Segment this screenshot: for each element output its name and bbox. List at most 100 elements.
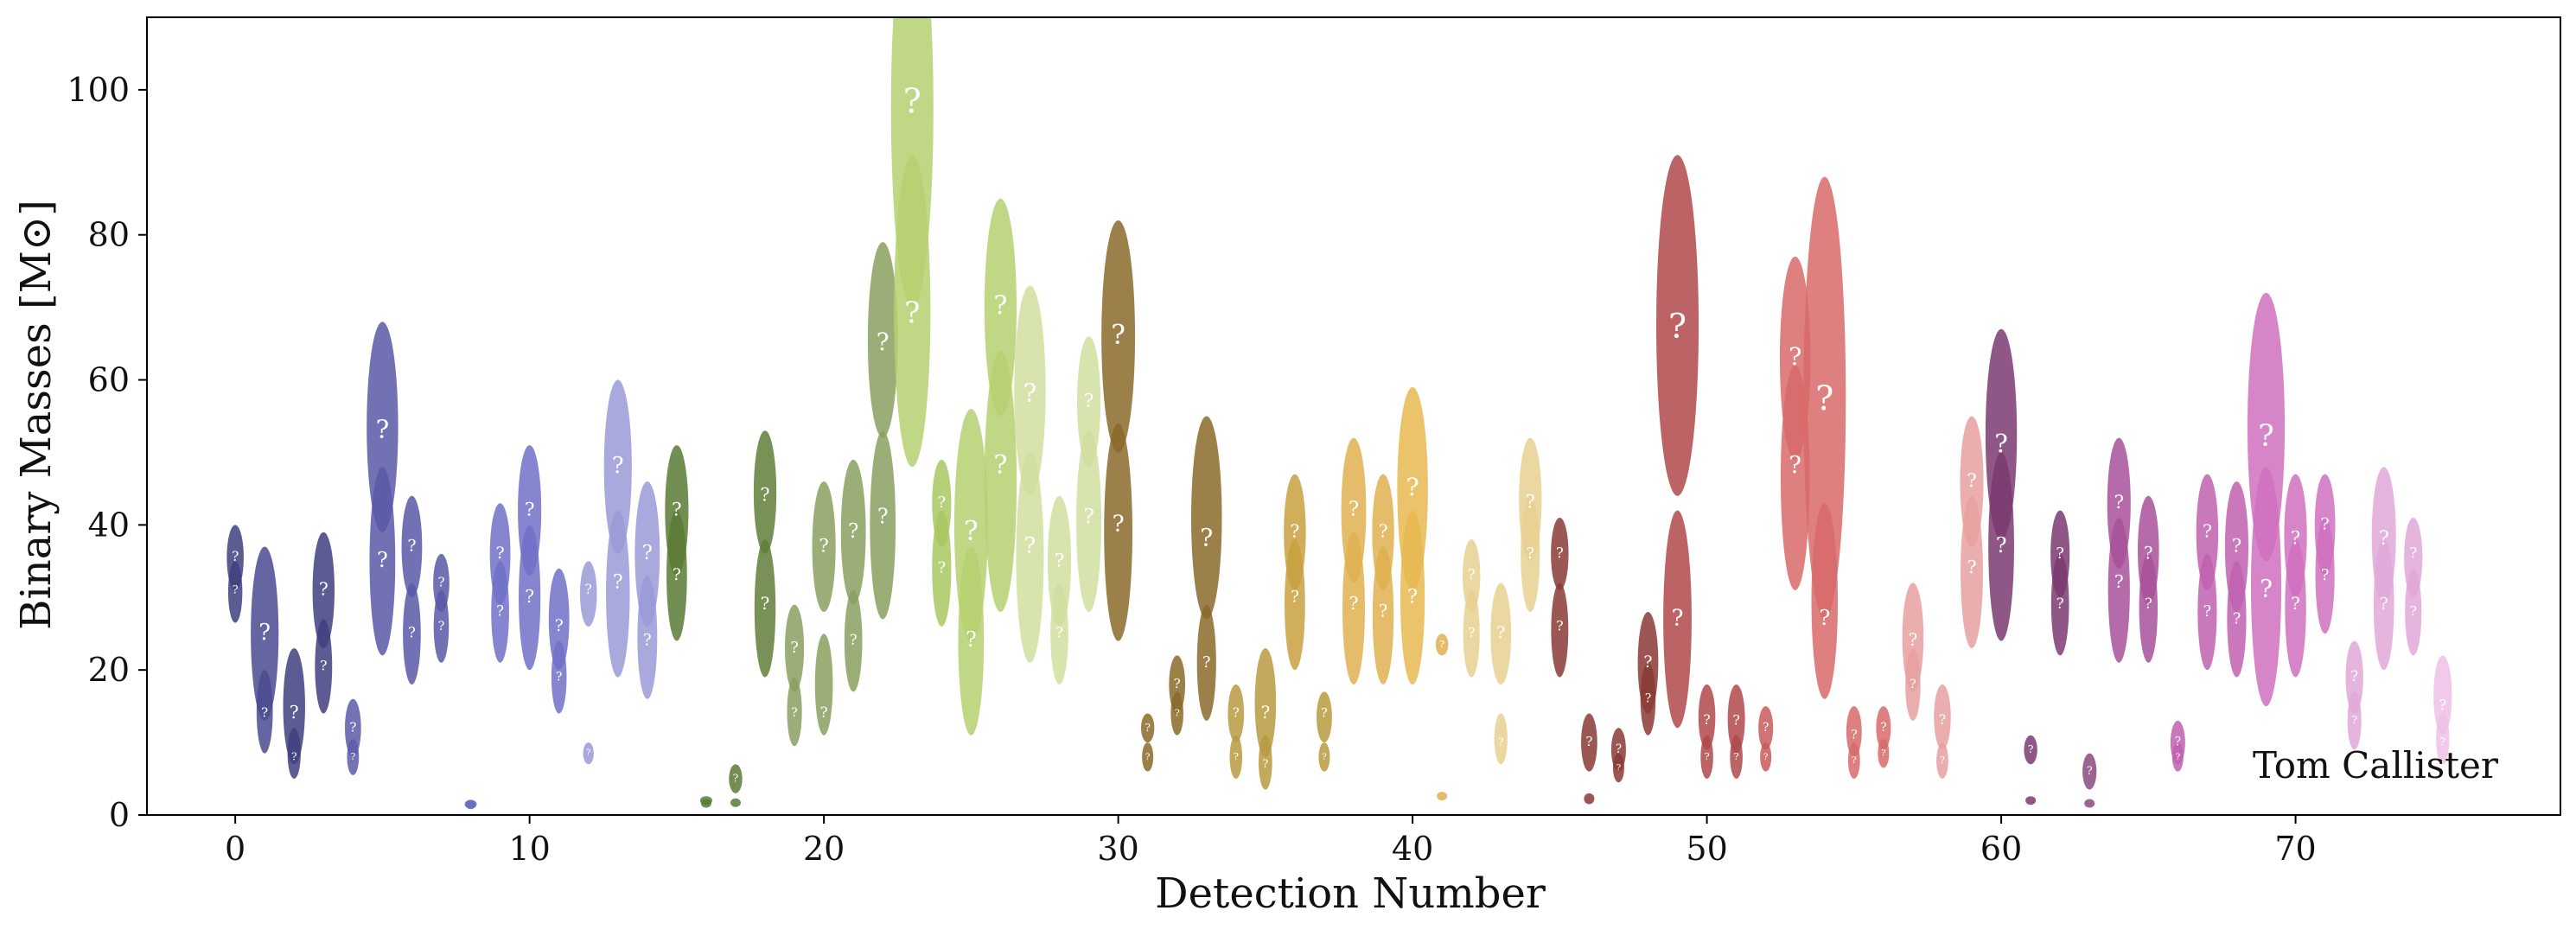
detection-20-m2-marker: ?	[820, 704, 828, 721]
detection-54-m1-marker: ?	[1815, 380, 1833, 419]
detection-53-m1-marker: ?	[1789, 342, 1801, 371]
detection-29-m1-ellipse	[1077, 336, 1101, 468]
detection-48-m1-marker: ?	[1643, 653, 1652, 672]
detection-21-m1-ellipse	[840, 459, 866, 605]
detection-60-m2-ellipse	[1988, 452, 2014, 641]
detection-47-m2-ellipse	[1612, 753, 1624, 783]
detection-57-m1-marker: ?	[1909, 630, 1918, 650]
detection-19-m1-ellipse	[785, 604, 805, 692]
detection-59-m2-ellipse	[1961, 495, 1984, 649]
detection-38-m2-ellipse	[1342, 532, 1365, 684]
detection-19-m2-ellipse	[787, 677, 802, 747]
detection-4-m1-ellipse	[344, 698, 361, 757]
detection-72-m2-marker: ?	[2351, 714, 2357, 727]
detection-34-m1-ellipse	[1227, 684, 1245, 743]
detection-38-m1-marker: ?	[1349, 499, 1359, 521]
detection-63-m1-ellipse	[2082, 753, 2097, 790]
detection-60-m2-marker: ?	[1996, 533, 2007, 557]
y-tick-label: 20	[88, 651, 130, 689]
detection-64-m2-ellipse	[2107, 517, 2130, 663]
x-tick-label: 60	[1980, 830, 2022, 868]
detection-29-m2-marker: ?	[1083, 505, 1094, 528]
detection-0-m2-ellipse	[227, 561, 243, 623]
detection-4-m2-ellipse	[347, 738, 360, 775]
detection-52-m1-marker: ?	[1763, 721, 1769, 735]
detection-70-m2-ellipse	[2285, 539, 2306, 678]
detection-71-m2-marker: ?	[2321, 567, 2329, 584]
detection-37-m1-marker: ?	[1321, 707, 1328, 721]
detection-2-m2-marker: ?	[291, 750, 297, 762]
detection-0-m2-marker: ?	[233, 583, 239, 596]
detection-68-m2-ellipse	[2227, 561, 2247, 678]
detection-36-m2-marker: ?	[1291, 587, 1299, 606]
detection-33-m2-ellipse	[1196, 604, 1216, 721]
detection-68-m2-marker: ?	[2233, 610, 2241, 627]
detection-73-m2-marker: ?	[2380, 595, 2388, 614]
detection-24-m2-marker: ?	[938, 560, 946, 577]
detection-20-m2-ellipse	[814, 634, 833, 735]
detection-39-m2-marker: ?	[1379, 602, 1388, 621]
detection-44-m2-ellipse	[1521, 495, 1540, 613]
detection-50-m1-ellipse	[1698, 684, 1716, 750]
detection-48-m2-marker: ?	[1645, 692, 1652, 706]
y-tick-label: 80	[88, 216, 130, 254]
detection-55-m1-ellipse	[1846, 706, 1862, 757]
detection-71-m2-ellipse	[2315, 517, 2335, 634]
detection-33-m1-ellipse	[1190, 416, 1222, 620]
detection-14-m1-marker: ?	[642, 542, 653, 564]
detection-29-m1-marker: ?	[1084, 391, 1094, 412]
x-axis-label: Detection Number	[1155, 869, 1546, 918]
detection-24-m2-ellipse	[932, 510, 952, 627]
detection-11-m2-ellipse	[551, 640, 567, 714]
detection-40-m1-marker: ?	[1406, 473, 1419, 501]
detection-46-m1-ellipse	[1581, 713, 1597, 772]
detection-57-m2-marker: ?	[1910, 678, 1916, 691]
detection-48-m2-ellipse	[1640, 662, 1656, 735]
detection-12-m2-marker: ?	[586, 748, 590, 758]
detection-44-m1-marker: ?	[1526, 492, 1535, 513]
detection-68-m1-marker: ?	[2232, 536, 2242, 557]
credit-text: Tom Callister	[2253, 744, 2499, 786]
detection-56-m2-ellipse	[1878, 738, 1890, 768]
detection-26-m2-marker: ?	[993, 450, 1007, 481]
detection-1-m2-ellipse	[256, 670, 273, 754]
detection-13-m1-marker: ?	[612, 453, 624, 479]
detection-41-m1-ellipse	[1435, 634, 1449, 656]
detection-69-m1-marker: ?	[2258, 419, 2274, 454]
x-tick-label: 0	[225, 830, 245, 868]
x-tick-label: 20	[803, 830, 845, 868]
detection-28-m2-ellipse	[1050, 583, 1068, 684]
detection-3-m1-marker: ?	[319, 578, 328, 599]
detection-45-m1-ellipse	[1551, 517, 1569, 590]
detection-25-m2-marker: ?	[966, 627, 977, 652]
detection-13-m2-marker: ?	[613, 571, 623, 593]
detection-5-m2-ellipse	[369, 467, 396, 656]
detection-27-m1-marker: ?	[1023, 378, 1037, 407]
detection-42-m2-marker: ?	[1468, 625, 1475, 640]
detection-45-m2-ellipse	[1551, 583, 1569, 678]
detection-16-m2-ellipse	[700, 799, 711, 808]
detection-32-m2-marker: ?	[1175, 707, 1180, 719]
detection-32-m1-marker: ?	[1174, 676, 1181, 691]
detection-31-m1-marker: ?	[1145, 722, 1151, 734]
detection-43-m1-marker: ?	[1496, 623, 1505, 642]
x-tick-label: 40	[1392, 830, 1433, 868]
detection-30-m1-ellipse	[1101, 220, 1136, 453]
detection-52-m2-ellipse	[1760, 742, 1772, 772]
detection-6-m2-ellipse	[403, 583, 421, 684]
x-axis: 0 10 20 30 40 50 60 70	[225, 815, 2317, 868]
detection-9-m2-marker: ?	[496, 603, 504, 620]
detection-13-m2-ellipse	[606, 510, 630, 678]
detection-67-m2-ellipse	[2197, 553, 2217, 671]
detection-42-m1-ellipse	[1462, 539, 1481, 613]
detection-1-m1-marker: ?	[258, 620, 271, 646]
detection-18-m2-marker: ?	[761, 594, 770, 614]
detection-75-m2-marker: ?	[2440, 736, 2446, 748]
detection-65-m1-marker: ?	[2144, 543, 2153, 563]
detection-32-m2-ellipse	[1170, 691, 1183, 735]
detection-56-m1-marker: ?	[1880, 721, 1886, 735]
detection-30-m1-marker: ?	[1111, 320, 1125, 351]
detection-28-m1-ellipse	[1047, 495, 1072, 627]
detection-56-m2-marker: ?	[1881, 748, 1886, 759]
detection-67-m1-marker: ?	[2203, 520, 2212, 541]
